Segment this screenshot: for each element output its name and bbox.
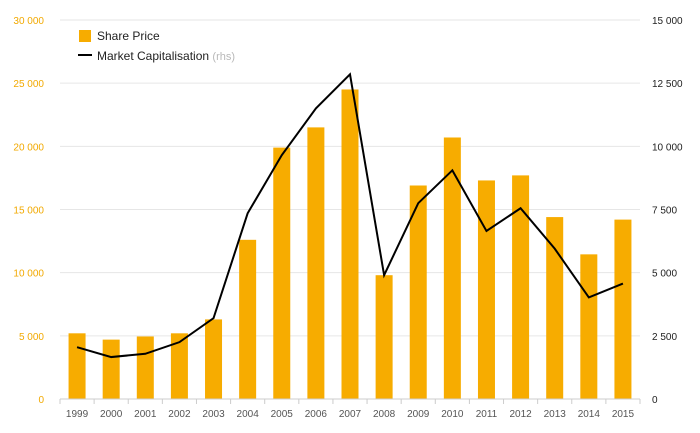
x-tick-label: 2010 xyxy=(441,409,464,420)
bar-share-price xyxy=(307,127,325,399)
left-tick-label: 15 000 xyxy=(13,206,44,217)
right-tick-label: 15 000 xyxy=(652,16,683,27)
left-tick-label: 30 000 xyxy=(13,16,44,27)
left-tick-label: 25 000 xyxy=(13,79,44,90)
bar-share-price xyxy=(443,137,461,400)
right-tick-label: 12 500 xyxy=(652,79,683,90)
bar-share-price xyxy=(512,175,530,399)
bar-share-price xyxy=(614,219,632,399)
x-tick-label: 2004 xyxy=(237,409,260,420)
x-tick-label: 2002 xyxy=(168,409,191,420)
x-tick-label: 2008 xyxy=(373,409,396,420)
right-tick-label: 0 xyxy=(652,395,658,406)
share-price-bars xyxy=(68,89,632,400)
right-tick-label: 2 500 xyxy=(652,332,677,343)
x-tick-label: 2015 xyxy=(612,409,635,420)
x-tick-label: 2009 xyxy=(407,409,430,420)
x-tick-label: 2003 xyxy=(202,409,225,420)
bar-share-price xyxy=(546,217,564,399)
bar-share-price xyxy=(409,185,427,399)
x-tick-label: 2006 xyxy=(305,409,328,420)
legend-market-cap-name: Market Capitalisation xyxy=(97,49,209,63)
x-tick-label: 2001 xyxy=(134,409,157,420)
x-tick-label: 1999 xyxy=(66,409,89,420)
x-tick-label: 2000 xyxy=(100,409,123,420)
x-tick-label: 2005 xyxy=(271,409,294,420)
x-tick-label: 2007 xyxy=(339,409,362,420)
market-cap-line-series xyxy=(76,72,624,359)
x-tick-label: 2013 xyxy=(544,409,567,420)
right-axis: 0 2 500 5 000 7 500 10 000 12 500 15 000 xyxy=(652,16,683,406)
x-axis: 1999 2000 2001 2002 2003 2004 2005 2006 2007 2008… xyxy=(59,398,641,420)
bar-share-price xyxy=(341,89,359,399)
bar-share-price xyxy=(375,275,393,399)
right-tick-label: 5 000 xyxy=(652,269,677,280)
legend: Share Price Market Capitalisation (rhs) xyxy=(78,29,235,63)
legend-share-price-label: Share Price xyxy=(97,29,160,43)
bar-share-price xyxy=(68,333,86,399)
left-tick-label: 5 000 xyxy=(19,332,44,343)
bar-share-price xyxy=(170,333,188,399)
bar-share-price xyxy=(205,319,223,399)
x-tick-label: 2012 xyxy=(509,409,532,420)
bar-share-price xyxy=(239,239,257,399)
left-tick-label: 20 000 xyxy=(13,142,44,153)
bar-share-price xyxy=(102,339,120,399)
right-tick-label: 10 000 xyxy=(652,142,683,153)
bar-share-price xyxy=(273,147,291,399)
left-tick-label: 10 000 xyxy=(13,269,44,280)
left-axis: 0 5 000 10 000 15 000 20 000 25 000 30 000 xyxy=(13,16,44,406)
bar-share-price xyxy=(477,180,495,399)
x-tick-label: 2014 xyxy=(578,409,601,420)
legend-rhs-note: (rhs) xyxy=(212,51,235,63)
right-tick-label: 7 500 xyxy=(652,206,677,217)
x-tick-label: 2011 xyxy=(476,409,498,420)
legend-market-cap-label: Market Capitalisation (rhs) xyxy=(97,49,235,63)
bar-share-price xyxy=(580,254,598,399)
left-tick-label: 0 xyxy=(38,395,44,406)
bar-share-price xyxy=(136,336,154,399)
legend-share-price-swatch xyxy=(79,30,91,42)
